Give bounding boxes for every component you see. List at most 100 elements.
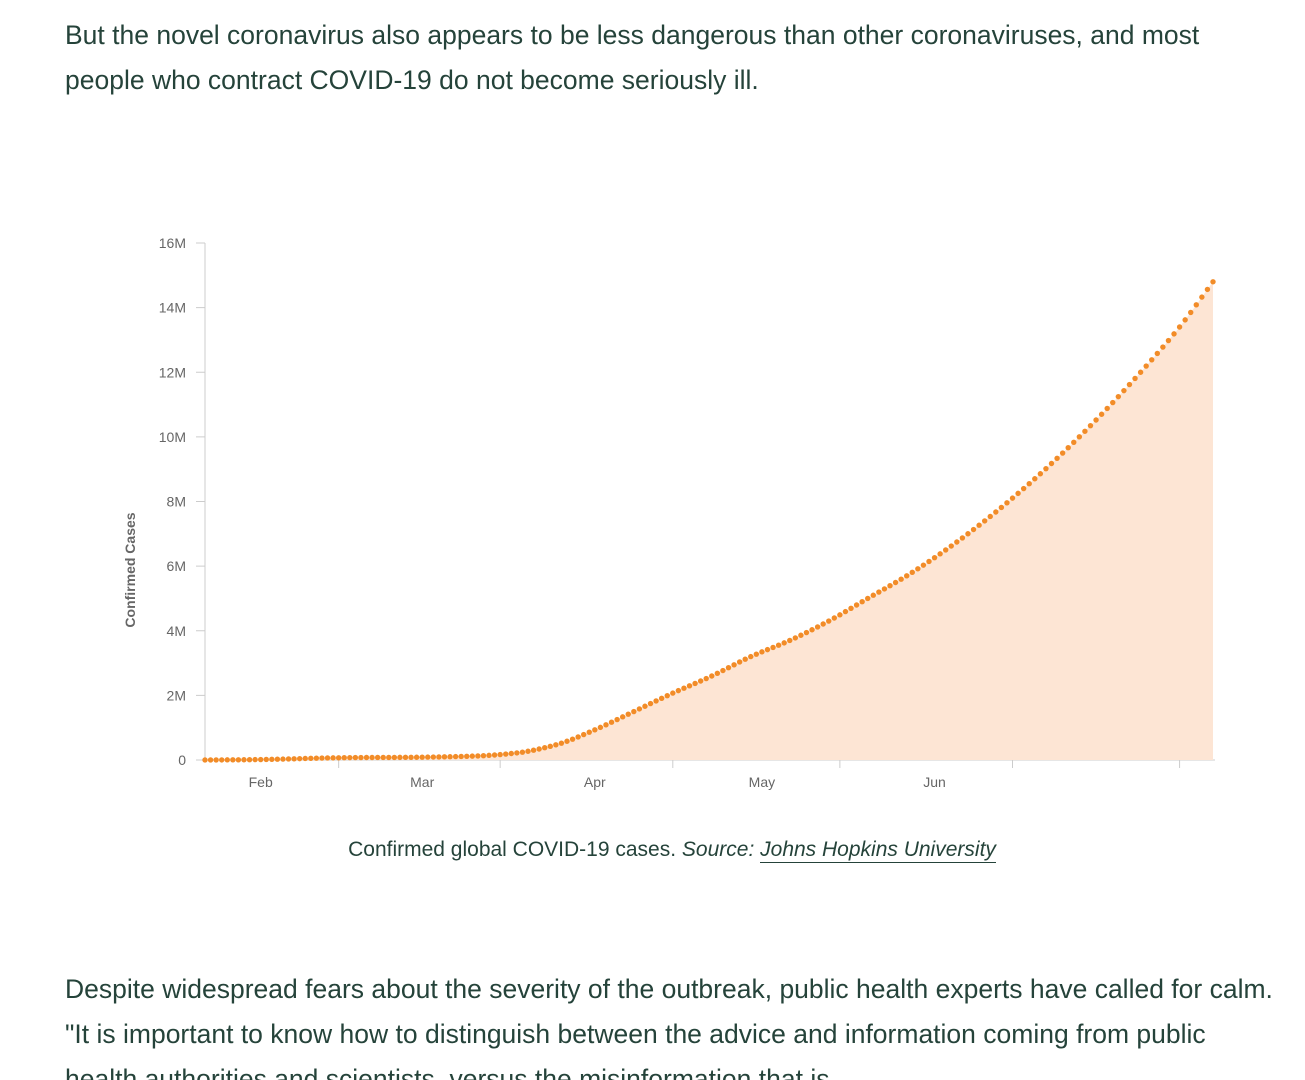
data-point — [1121, 387, 1127, 394]
data-point — [257, 756, 264, 763]
data-point — [647, 700, 654, 707]
data-point — [831, 615, 837, 621]
data-point — [1026, 481, 1032, 487]
data-point — [319, 755, 325, 761]
data-point — [898, 576, 904, 582]
data-point — [820, 621, 826, 627]
data-point — [475, 753, 481, 759]
data-point — [970, 526, 977, 533]
data-point — [1032, 476, 1038, 482]
data-point — [1048, 460, 1055, 467]
data-point — [848, 605, 854, 612]
data-point — [363, 754, 370, 761]
data-point — [642, 703, 648, 709]
data-point — [937, 551, 943, 557]
data-point — [909, 569, 915, 576]
data-point — [1071, 439, 1077, 445]
data-point — [1143, 363, 1149, 369]
data-point — [915, 566, 921, 572]
data-point — [658, 695, 665, 701]
data-point — [263, 756, 269, 763]
data-point — [252, 756, 258, 763]
data-point — [736, 659, 743, 665]
data-point — [285, 756, 292, 762]
data-point — [1204, 286, 1211, 293]
data-point — [725, 664, 732, 671]
x-axis: Feb Mar Apr May Jun — [205, 759, 1215, 790]
data-point — [425, 754, 431, 760]
data-point — [469, 753, 476, 759]
data-point — [853, 602, 860, 608]
data-point — [213, 757, 219, 763]
data-point — [781, 640, 787, 646]
data-point — [1137, 369, 1144, 375]
data-point — [397, 754, 403, 761]
data-point — [1132, 375, 1138, 382]
data-point — [402, 754, 409, 761]
y-tick-label: 16M — [159, 235, 186, 251]
y-axis: 0 2M 4M 6M 8M 10M 12M 14M 16M — [159, 235, 206, 768]
data-point — [441, 754, 448, 760]
data-point — [1093, 417, 1099, 423]
data-point — [753, 651, 760, 657]
data-point — [341, 755, 347, 761]
data-point — [837, 612, 843, 618]
data-point — [887, 583, 893, 589]
data-point — [358, 754, 364, 761]
data-point — [207, 757, 214, 763]
data-point — [1199, 294, 1205, 300]
data-point — [324, 755, 331, 761]
source-link[interactable]: Johns Hopkins University — [760, 838, 996, 863]
data-point — [1082, 428, 1088, 434]
article-paragraph: But the novel coronavirus also appears t… — [65, 20, 1200, 95]
data-point — [419, 754, 425, 760]
data-point — [1126, 381, 1133, 388]
data-point — [1165, 337, 1172, 344]
data-point — [681, 685, 687, 691]
data-point — [241, 757, 247, 763]
data-point — [619, 714, 626, 720]
data-point — [770, 644, 776, 651]
data-point — [1065, 445, 1071, 451]
data-point — [881, 586, 888, 592]
data-point — [636, 706, 643, 712]
data-point — [1009, 495, 1016, 501]
data-point — [709, 673, 715, 679]
y-tick-label: 8M — [167, 494, 186, 510]
x-tick-label: Apr — [584, 774, 606, 790]
data-point — [926, 558, 932, 565]
data-point — [369, 754, 375, 761]
data-point — [1015, 490, 1021, 497]
data-point — [246, 756, 253, 763]
data-point — [308, 755, 314, 762]
data-point — [720, 667, 726, 674]
data-point — [497, 751, 503, 758]
data-point — [798, 632, 804, 638]
data-point — [1104, 405, 1110, 412]
data-point — [374, 754, 381, 761]
x-tick-label: Mar — [410, 774, 434, 790]
data-point — [291, 756, 297, 762]
cases-area — [205, 281, 1213, 760]
data-point — [586, 729, 592, 735]
data-point — [230, 757, 236, 763]
data-point — [569, 736, 576, 742]
data-point — [313, 755, 320, 761]
data-point — [792, 635, 799, 641]
data-point — [993, 509, 999, 515]
data-point — [519, 749, 526, 755]
chart-caption: Confirmed global COVID-19 cases. Source:… — [0, 838, 1305, 863]
y-axis-title: Confirmed Cases — [122, 512, 138, 627]
data-point — [976, 522, 982, 528]
data-point — [503, 751, 509, 757]
data-point — [608, 719, 615, 725]
data-point — [892, 579, 899, 586]
x-tick-label: Jun — [923, 774, 946, 790]
data-point — [931, 554, 938, 561]
data-point — [697, 678, 704, 684]
data-point — [904, 573, 910, 579]
data-point — [597, 724, 604, 731]
data-point — [981, 518, 988, 524]
data-point — [452, 753, 459, 760]
y-tick-label: 14M — [159, 300, 186, 316]
